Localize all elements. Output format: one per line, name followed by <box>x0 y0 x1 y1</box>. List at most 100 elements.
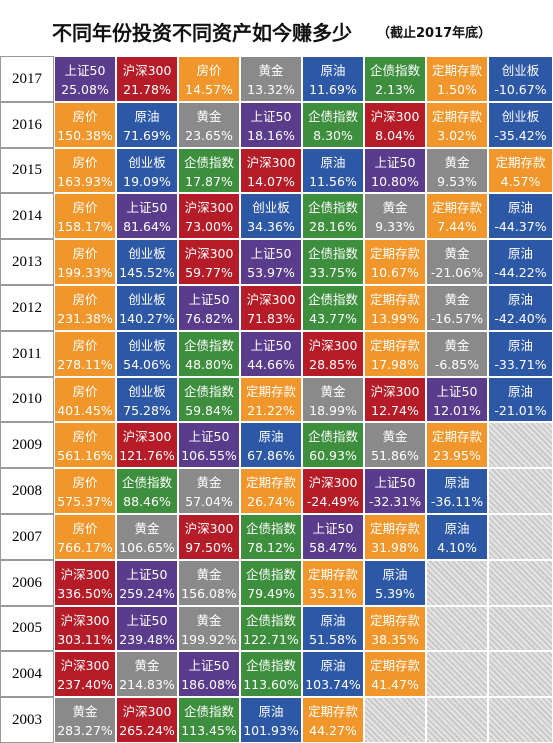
asset-name: 定期存款 <box>431 109 482 124</box>
asset-return-value: 1.50% <box>437 82 477 97</box>
asset-cell: 创业板 145.52% <box>116 239 178 285</box>
asset-name: 企债指数 <box>183 704 234 719</box>
asset-name: 定期存款 <box>369 338 420 353</box>
asset-name: 沪深300 <box>308 338 358 353</box>
asset-return-value: 265.24% <box>119 723 175 738</box>
asset-return-value: 10.67% <box>371 265 419 280</box>
asset-cell: 房价 278.11% <box>54 331 116 377</box>
asset-name: 上证50 <box>64 63 106 78</box>
asset-name: 房价 <box>72 429 98 444</box>
asset-cell: 房价 158.17% <box>54 193 116 239</box>
asset-cell: 上证50 81.64% <box>116 193 178 239</box>
asset-return-value: 21.22% <box>247 403 295 418</box>
asset-name: 原油 <box>320 63 346 78</box>
asset-name: 定期存款 <box>369 521 420 536</box>
asset-return-value: 44.66% <box>247 357 295 372</box>
asset-cell: 定期存款 31.98% <box>364 514 426 560</box>
asset-name: 定期存款 <box>431 200 482 215</box>
asset-name: 企债指数 <box>245 613 296 628</box>
asset-name: 黄金 <box>72 704 98 719</box>
asset-name: 上证50 <box>374 155 416 170</box>
asset-return-value: 35.31% <box>309 586 357 601</box>
chart-title: 不同年份投资不同资产如今赚多少 <box>52 21 352 45</box>
asset-return-value: 214.83% <box>119 677 175 692</box>
asset-name: 房价 <box>72 475 98 490</box>
asset-cell: 原油 -21.01% <box>488 377 553 422</box>
asset-return-value: 106.55% <box>181 448 237 463</box>
asset-name: 沪深300 <box>184 521 234 536</box>
asset-name: 上证50 <box>126 613 168 628</box>
asset-cell: 创业板 75.28% <box>116 377 178 422</box>
asset-name: 沪深300 <box>246 292 296 307</box>
empty-cell <box>488 514 553 560</box>
year-label: 2011 <box>0 331 54 377</box>
chart-subtitle: （截止2017年底） <box>377 26 492 41</box>
asset-return-value: 122.71% <box>243 632 299 647</box>
asset-return-value: 23.95% <box>433 448 481 463</box>
asset-name: 原油 <box>320 613 346 628</box>
asset-name: 原油 <box>507 246 533 261</box>
asset-return-value: 150.38% <box>57 128 113 143</box>
year-label: 2010 <box>0 377 54 422</box>
asset-cell: 上证50 76.82% <box>178 285 240 331</box>
asset-return-value: 51.86% <box>371 448 419 463</box>
asset-return-value: 101.93% <box>243 723 299 738</box>
asset-return-value: 9.33% <box>375 219 415 234</box>
asset-name: 上证50 <box>250 338 292 353</box>
asset-name: 定期存款 <box>431 429 482 444</box>
asset-name: 黄金 <box>444 292 470 307</box>
asset-return-value: 156.08% <box>181 586 237 601</box>
asset-cell: 上证50 106.55% <box>178 422 240 468</box>
asset-return-value: 48.80% <box>185 357 233 372</box>
asset-cell: 沪深300 14.07% <box>240 148 302 193</box>
empty-cell <box>426 606 488 651</box>
year-label: 2005 <box>0 606 54 651</box>
asset-name: 企债指数 <box>307 109 358 124</box>
asset-cell: 原油 -33.71% <box>488 331 553 377</box>
asset-cell: 定期存款 4.57% <box>488 148 553 193</box>
asset-cell: 黄金 -16.57% <box>426 285 488 331</box>
asset-name: 原油 <box>134 109 160 124</box>
year-label: 2004 <box>0 651 54 697</box>
asset-return-value: 231.38% <box>57 311 113 326</box>
asset-return-value: -21.06% <box>430 265 484 280</box>
asset-name: 创业板 <box>128 246 166 261</box>
asset-return-value: 57.04% <box>185 494 233 509</box>
asset-name: 企债指数 <box>245 521 296 536</box>
asset-cell: 沪深300 73.00% <box>178 193 240 239</box>
asset-name: 房价 <box>196 63 222 78</box>
asset-return-value: 575.37% <box>57 494 113 509</box>
asset-name: 沪深300 <box>60 567 110 582</box>
empty-cell <box>488 606 553 651</box>
asset-name: 企债指数 <box>369 63 420 78</box>
asset-name: 沪深300 <box>122 429 172 444</box>
asset-cell: 黄金 9.33% <box>364 193 426 239</box>
asset-cell: 上证50 44.66% <box>240 331 302 377</box>
asset-name: 房价 <box>72 292 98 307</box>
asset-return-value: 18.99% <box>309 403 357 418</box>
asset-return-value: 561.16% <box>57 448 113 463</box>
asset-return-value: 113.45% <box>181 723 237 738</box>
asset-cell: 定期存款 1.50% <box>426 56 488 102</box>
asset-return-value: 401.45% <box>57 403 113 418</box>
asset-name: 上证50 <box>312 521 354 536</box>
asset-name: 黄金 <box>444 338 470 353</box>
asset-cell: 企债指数 43.77% <box>302 285 364 331</box>
asset-return-value: 766.17% <box>57 540 113 555</box>
asset-name: 创业板 <box>128 292 166 307</box>
asset-name: 黄金 <box>134 521 160 536</box>
asset-name: 房价 <box>72 246 98 261</box>
asset-return-value: 73.00% <box>185 219 233 234</box>
asset-name: 房价 <box>72 384 98 399</box>
empty-cell <box>488 651 553 697</box>
asset-return-value: 13.99% <box>371 311 419 326</box>
asset-return-value: 278.11% <box>57 357 113 372</box>
asset-return-value: -6.85% <box>434 357 480 372</box>
asset-cell: 定期存款 35.31% <box>302 560 364 606</box>
asset-return-value: 33.75% <box>309 265 357 280</box>
asset-return-value: 23.65% <box>185 128 233 143</box>
asset-name: 沪深300 <box>370 109 420 124</box>
asset-return-value: 28.16% <box>309 219 357 234</box>
asset-name: 原油 <box>507 384 533 399</box>
asset-name: 定期存款 <box>369 246 420 261</box>
